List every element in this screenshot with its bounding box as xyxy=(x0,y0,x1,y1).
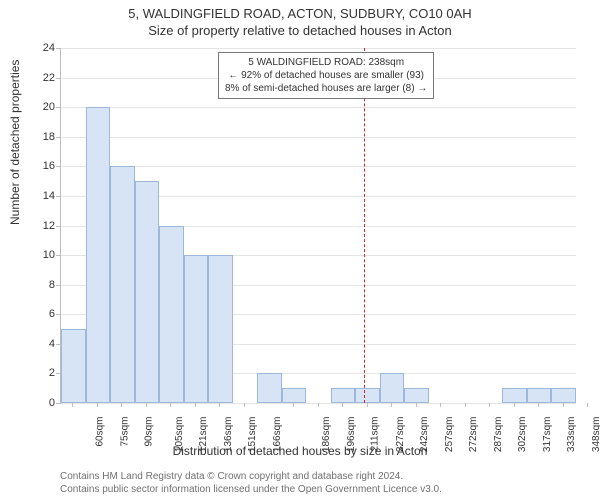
y-tick-label: 2 xyxy=(25,367,55,379)
footer-line1: Contains HM Land Registry data © Crown c… xyxy=(60,471,442,484)
histogram-bar xyxy=(86,107,111,403)
annotation-box: 5 WALDINGFIELD ROAD: 238sqm ← 92% of det… xyxy=(218,52,434,99)
y-tick-label: 18 xyxy=(25,131,55,143)
annotation-line3: 8% of semi-detached houses are larger (8… xyxy=(225,82,427,95)
y-tick-mark xyxy=(56,226,60,227)
histogram-bar xyxy=(257,373,282,403)
y-tick-mark xyxy=(56,314,60,315)
chart-subtitle: Size of property relative to detached ho… xyxy=(0,21,600,38)
x-axis-label: Distribution of detached houses by size … xyxy=(0,444,600,458)
histogram-bar xyxy=(159,226,184,404)
y-tick-mark xyxy=(56,403,60,404)
histogram-bar xyxy=(61,329,86,403)
histogram-bar xyxy=(184,255,209,403)
y-tick-mark xyxy=(56,373,60,374)
x-tick-mark xyxy=(219,403,220,407)
x-tick-mark xyxy=(465,403,466,407)
y-tick-label: 4 xyxy=(25,338,55,350)
histogram-bar xyxy=(331,388,356,403)
y-tick-label: 12 xyxy=(25,220,55,232)
x-tick-mark xyxy=(514,403,515,407)
y-tick-label: 24 xyxy=(25,42,55,54)
histogram-bar xyxy=(502,388,527,403)
y-tick-label: 16 xyxy=(25,160,55,172)
y-tick-mark xyxy=(56,78,60,79)
y-tick-label: 20 xyxy=(25,101,55,113)
histogram-bar xyxy=(208,255,233,403)
y-tick-mark xyxy=(56,285,60,286)
x-tick-label: 75sqm xyxy=(119,417,130,447)
y-tick-label: 0 xyxy=(25,397,55,409)
gridline xyxy=(61,107,576,108)
histogram-bar xyxy=(135,181,160,403)
histogram-bar xyxy=(551,388,576,403)
y-tick-label: 6 xyxy=(25,308,55,320)
plot-area xyxy=(60,48,576,404)
histogram-bar xyxy=(355,388,380,403)
x-tick-mark xyxy=(538,403,539,407)
x-tick-mark xyxy=(244,403,245,407)
x-tick-mark xyxy=(97,403,98,407)
annotation-line1: 5 WALDINGFIELD ROAD: 238sqm xyxy=(225,56,427,69)
x-tick-mark xyxy=(416,403,417,407)
x-tick-mark xyxy=(121,403,122,407)
x-tick-mark xyxy=(195,403,196,407)
gridline xyxy=(61,403,576,404)
gridline xyxy=(61,166,576,167)
gridline xyxy=(61,48,576,49)
x-tick-label: 60sqm xyxy=(95,417,106,447)
gridline xyxy=(61,137,576,138)
x-tick-label: 90sqm xyxy=(144,417,155,447)
x-tick-mark xyxy=(440,403,441,407)
y-tick-label: 10 xyxy=(25,249,55,261)
y-tick-mark xyxy=(56,137,60,138)
histogram-bar xyxy=(282,388,307,403)
y-tick-label: 8 xyxy=(25,279,55,291)
x-tick-mark xyxy=(146,403,147,407)
chart-container: 5, WALDINGFIELD ROAD, ACTON, SUDBURY, CO… xyxy=(0,0,600,500)
histogram-bar xyxy=(110,166,135,403)
chart-title: 5, WALDINGFIELD ROAD, ACTON, SUDBURY, CO… xyxy=(0,0,600,21)
x-tick-mark xyxy=(489,403,490,407)
y-axis-label: Number of detached properties xyxy=(8,60,22,225)
y-tick-mark xyxy=(56,255,60,256)
y-tick-label: 14 xyxy=(25,190,55,202)
x-tick-mark xyxy=(587,403,588,407)
y-tick-label: 22 xyxy=(25,72,55,84)
x-tick-mark xyxy=(563,403,564,407)
footer-line2: Contains public sector information licen… xyxy=(60,484,442,497)
marker-line xyxy=(364,48,365,403)
x-tick-mark xyxy=(342,403,343,407)
histogram-bar xyxy=(380,373,405,403)
x-tick-mark xyxy=(391,403,392,407)
x-tick-mark xyxy=(293,403,294,407)
histogram-bar xyxy=(527,388,552,403)
y-tick-mark xyxy=(56,107,60,108)
histogram-bar xyxy=(404,388,429,403)
x-tick-mark xyxy=(72,403,73,407)
y-tick-mark xyxy=(56,48,60,49)
footer-attribution: Contains HM Land Registry data © Crown c… xyxy=(60,471,442,496)
y-tick-mark xyxy=(56,196,60,197)
annotation-line2: ← 92% of detached houses are smaller (93… xyxy=(225,69,427,82)
y-tick-mark xyxy=(56,344,60,345)
y-tick-mark xyxy=(56,166,60,167)
x-tick-mark xyxy=(170,403,171,407)
x-tick-mark xyxy=(318,403,319,407)
x-tick-mark xyxy=(367,403,368,407)
